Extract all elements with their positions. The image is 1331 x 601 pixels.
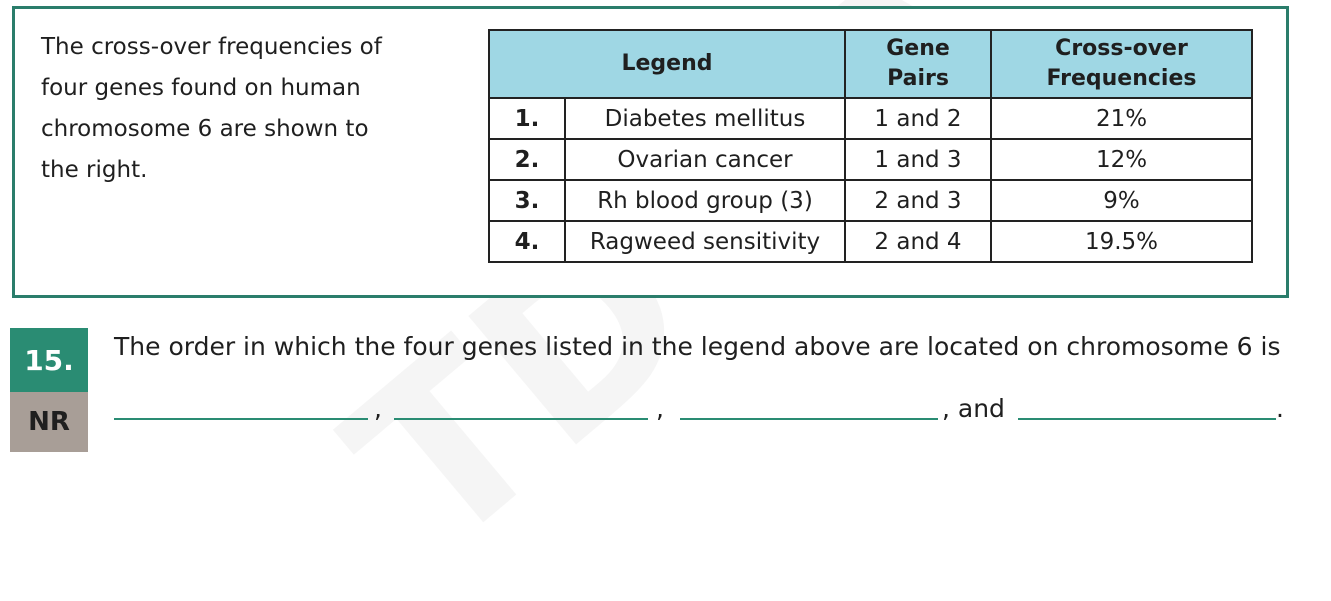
answer-blank-1[interactable]	[114, 418, 368, 420]
table-row: 3. Rh blood group (3) 2 and 3 9%	[488, 179, 1253, 222]
intro-line: the right.	[41, 157, 148, 183]
question-type-badge: NR	[10, 392, 88, 452]
table-row: 4. Ragweed sensitivity 2 and 4 19.5%	[488, 220, 1253, 263]
gene-table: Legend Gene Pairs Cross-over Frequencies…	[488, 29, 1253, 263]
end-period: .	[1276, 394, 1284, 423]
intro-line: chromosome 6 are shown to	[41, 116, 369, 142]
separator: ,	[374, 394, 382, 423]
answer-blank-4[interactable]	[1018, 418, 1276, 420]
separator: ,	[656, 394, 664, 423]
gene-pairs-header-line: Pairs	[887, 66, 949, 91]
gene-pair: 1 and 3	[844, 138, 992, 181]
legend-header: Legend	[488, 29, 846, 99]
separator-and: , and	[942, 394, 1005, 423]
gene-name: Diabetes mellitus	[564, 97, 846, 140]
question-text: The order in which the four genes listed…	[114, 332, 1281, 361]
frequency-header-line: Frequencies	[1046, 66, 1197, 91]
row-number: 2.	[488, 138, 566, 181]
gene-pair: 2 and 3	[844, 179, 992, 222]
info-box: The cross-over frequencies of four genes…	[12, 6, 1289, 298]
gene-name: Ragweed sensitivity	[564, 220, 846, 263]
crossover-frequency: 12%	[990, 138, 1253, 181]
frequency-header: Cross-over Frequencies	[990, 29, 1253, 99]
crossover-frequency: 9%	[990, 179, 1253, 222]
intro-text: The cross-over frequencies of four genes…	[41, 27, 401, 191]
crossover-frequency: 19.5%	[990, 220, 1253, 263]
row-number: 1.	[488, 97, 566, 140]
table-row: 1. Diabetes mellitus 1 and 2 21%	[488, 97, 1253, 140]
gene-pair: 2 and 4	[844, 220, 992, 263]
gene-pair: 1 and 2	[844, 97, 992, 140]
frequency-header-line: Cross-over	[1055, 36, 1188, 61]
crossover-frequency: 21%	[990, 97, 1253, 140]
gene-pairs-header: Gene Pairs	[844, 29, 992, 99]
table-row: 2. Ovarian cancer 1 and 3 12%	[488, 138, 1253, 181]
intro-line: four genes found on human	[41, 75, 361, 101]
row-number: 4.	[488, 220, 566, 263]
gene-name: Ovarian cancer	[564, 138, 846, 181]
gene-pairs-header-line: Gene	[886, 36, 950, 61]
row-number: 3.	[488, 179, 566, 222]
gene-name: Rh blood group (3)	[564, 179, 846, 222]
question-number-badge: 15.	[10, 328, 88, 392]
table-header-row: Legend Gene Pairs Cross-over Frequencies	[488, 29, 1253, 99]
answer-blank-3[interactable]	[680, 418, 938, 420]
answer-blank-2[interactable]	[394, 418, 648, 420]
intro-line: The cross-over frequencies of	[41, 34, 382, 60]
